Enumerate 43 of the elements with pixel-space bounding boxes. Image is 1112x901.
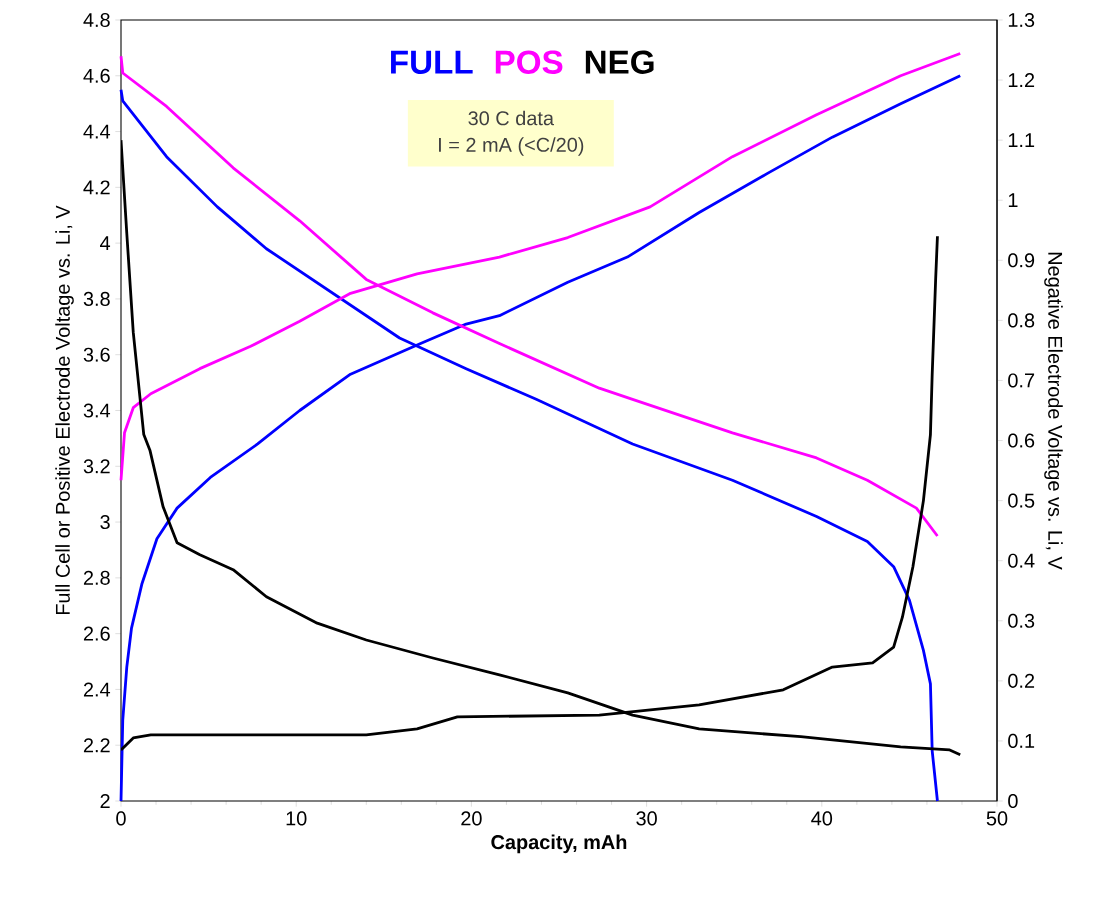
y2-tick-label: 0.2 (1008, 673, 1035, 688)
y-tick-label: 3.6 (83, 347, 110, 362)
x-tick-label: 10 (286, 811, 307, 826)
x-axis-title: Capacity, mAh (491, 834, 627, 854)
y-tick-label: 4.6 (83, 68, 110, 83)
x-tick-label: 50 (986, 811, 1008, 826)
y-tick-label: 2.6 (83, 626, 110, 641)
y-tick-label: 3.8 (83, 291, 110, 306)
x-tick-label: 0 (116, 811, 126, 826)
y-tick-label: 4.8 (83, 12, 110, 28)
y-tick-label: 2 (100, 794, 110, 808)
y2-tick-label: 0.8 (1008, 313, 1035, 328)
annotation: 30 C data (468, 110, 555, 126)
x-tick-label: 30 (636, 811, 657, 826)
y2-tick-label: 0.6 (1008, 433, 1035, 448)
y-tick-label: 4.2 (83, 180, 110, 195)
y2-tick-label: 0.7 (1008, 373, 1035, 388)
y-tick-label: 2.4 (83, 682, 111, 697)
y2-tick-label: 0.3 (1008, 613, 1035, 628)
y-axis-title: Full Cell or Positive Electrode Voltage vs. Li, V (55, 205, 74, 615)
annotation: I = 2 mA (<C/20) (439, 137, 584, 156)
y2-axis-title: Negative Electrode Voltage vs. Li, V (1044, 252, 1063, 570)
y-tick-label: 4 (100, 236, 111, 250)
y2-tick-label: 1.2 (1008, 73, 1035, 88)
x-tick-label: 40 (811, 811, 833, 826)
y-tick-label: 3.4 (83, 403, 111, 418)
y2-tick-label: 0.4 (1008, 553, 1035, 568)
text: FULL (391, 50, 473, 74)
y2-tick-label: 0.5 (1008, 493, 1035, 508)
y2-tick-label: 1.1 (1008, 133, 1035, 147)
y2-tick-label: 0.1 (1008, 733, 1035, 748)
y2-tick-label: 1.3 (1008, 12, 1035, 28)
y-tick-label: 4.4 (83, 124, 111, 139)
y2-tick-label: 1 (1008, 193, 1018, 208)
y-tick-label: 3 (100, 515, 110, 530)
y-tick-label: 2.2 (83, 738, 110, 753)
y-tick-label: 2.8 (83, 570, 110, 585)
x-tick-label: 20 (461, 811, 482, 826)
text: POS (495, 50, 563, 74)
y2-tick-label: 0.9 (1008, 253, 1035, 268)
y-tick-label: 3.2 (83, 459, 110, 474)
y2-tick-label: 0 (1008, 793, 1018, 809)
text: NEG (585, 50, 654, 74)
